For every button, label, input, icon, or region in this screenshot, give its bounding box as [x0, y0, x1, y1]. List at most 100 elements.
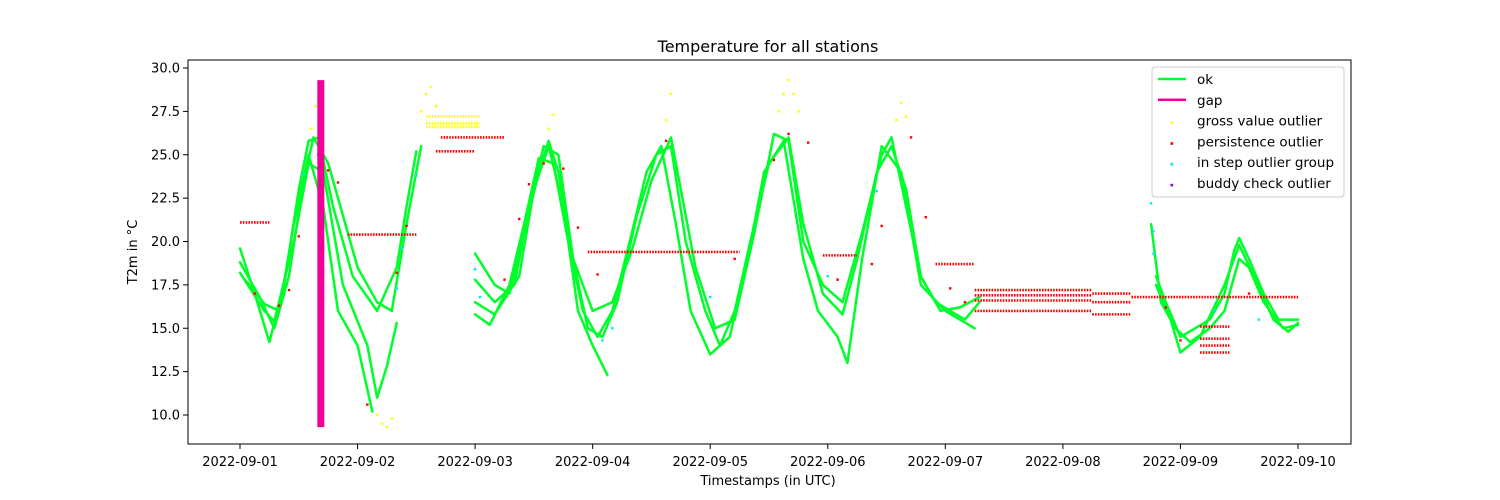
in-step-outlier-point	[709, 295, 712, 299]
persistence-outlier-point	[527, 183, 531, 186]
ok-line-4	[243, 153, 374, 413]
gross-value-outlier-point	[429, 85, 433, 89]
ok-line-11	[1154, 243, 1300, 354]
in-step-outlier-point	[473, 268, 477, 271]
in-step-outlier-point	[302, 172, 305, 176]
in-step-outlier-point	[478, 295, 482, 299]
plot-frame	[187, 59, 1352, 445]
y-tick-label-25.0: 25.0	[151, 148, 180, 163]
gross-value-outlier-point	[895, 118, 898, 122]
persistence-outlier-point	[326, 169, 330, 172]
persistence-outlier-point	[405, 224, 408, 228]
persistence-outlier-point	[733, 257, 736, 261]
legend-label-gross-value-outlier: gross value outlier	[1197, 114, 1323, 130]
gross-value-outlier-point	[420, 110, 423, 113]
gross-value-outlier-point	[669, 92, 673, 96]
in-step-outlier-point	[1257, 318, 1261, 321]
y-tick-label-30.0: 30.0	[151, 62, 180, 77]
in-step-outlier-point	[400, 247, 403, 250]
x-tick-label-2022-09-01: 2022-09-01	[202, 455, 278, 470]
gross-value-outlier-point	[424, 92, 428, 96]
gross-value-outlier-point	[664, 118, 668, 122]
ok-line-5	[473, 132, 981, 330]
gross-value-outlier-point	[904, 115, 908, 118]
y-tick-label-10.0: 10.0	[151, 409, 180, 424]
gross-value-outlier-point	[375, 413, 379, 417]
persistence-outlier-point	[576, 226, 580, 229]
y-axis: 10.0 12.5 15.0 17.5 20.0 22.5 25.0 27.5 30.0	[151, 62, 188, 424]
persistence-outlier-point	[1164, 306, 1167, 309]
persistence-outlier-point	[806, 141, 810, 144]
persistence-outlier-point	[253, 292, 256, 295]
in-step-outlier-point	[611, 327, 614, 330]
x-tick-label-2022-09-04: 2022-09-04	[555, 455, 631, 470]
in-step-outlier-point	[415, 174, 418, 177]
persistence-outlier-point	[1179, 339, 1182, 342]
in-step-outlier-point	[826, 275, 829, 278]
plot-data-layer	[238, 78, 1300, 429]
persistence-outlier-point	[963, 301, 967, 304]
legend-label-in-step-outlier-group: in step outlier group	[1197, 155, 1334, 171]
in-step-outlier-point	[1152, 229, 1155, 233]
persistence-outlier-point	[562, 167, 565, 170]
persistence-outlier-point	[909, 136, 913, 139]
y-axis-title: T2m in °C	[126, 220, 141, 286]
gross-value-outlier-point	[777, 110, 780, 113]
gross-value-outlier-point	[792, 92, 795, 96]
persistence-outlier-point	[366, 403, 369, 406]
legend-label-ok: ok	[1197, 72, 1213, 88]
y-tick-label-27.5: 27.5	[151, 105, 180, 120]
legend-label-gap: gap	[1197, 93, 1222, 109]
persistence-outlier-point	[664, 139, 668, 143]
persistence-outlier-point	[542, 162, 545, 165]
persistence-outlier-point	[395, 271, 398, 274]
y-tick-label-12.5: 12.5	[151, 365, 180, 380]
legend-swatch-buddy-check-outlier	[1170, 183, 1174, 187]
x-axis-title: Timestamps (in UTC)	[699, 474, 835, 489]
in-step-outlier-point	[1152, 252, 1155, 255]
gross-value-outlier-point	[547, 127, 550, 130]
persistence-outlier-point	[870, 262, 874, 266]
persistence-outlier-point	[787, 132, 790, 136]
gross-value-outlier-point	[900, 101, 903, 104]
in-step-outlier-point	[601, 339, 604, 342]
in-step-outlier-point	[1149, 202, 1153, 205]
persistence-outlier-point	[336, 181, 340, 184]
x-tick-label-2022-09-08: 2022-09-08	[1025, 455, 1101, 470]
persistence-outlier-point	[503, 278, 506, 281]
legend-box	[1151, 66, 1345, 198]
y-tick-label-22.5: 22.5	[151, 192, 180, 207]
gross-value-outlier-point	[782, 92, 785, 96]
persistence-outlier-point	[772, 158, 776, 162]
persistence-outlier-point	[880, 224, 883, 228]
persistence-outlier-point	[949, 287, 952, 290]
persistence-outlier-point	[596, 273, 599, 276]
ok-line-8	[473, 139, 976, 365]
persistence-outlier-point	[924, 216, 927, 219]
y-tick-label-15.0: 15.0	[151, 322, 180, 337]
gross-value-outlier-point	[434, 104, 438, 108]
x-tick-label-2022-09-02: 2022-09-02	[320, 455, 396, 470]
gross-value-outlier-point	[390, 417, 394, 420]
persistence-outlier-point	[517, 217, 521, 221]
x-tick-label-2022-09-10: 2022-09-10	[1260, 455, 1336, 470]
persistence-outlier-point	[836, 278, 839, 281]
ok-line-7	[473, 144, 609, 377]
persistence-outlier-point	[277, 304, 281, 307]
gross-value-outlier-point	[314, 104, 318, 108]
persistence-outlier-point	[287, 288, 291, 292]
legend-label-persistence-outlier: persistence outlier	[1197, 134, 1323, 150]
in-step-outlier-point	[1213, 309, 1216, 313]
legend-swatch-in-step-outlier-group	[1170, 163, 1174, 166]
legend: ok gap gross value outlier persistence outl…	[1151, 66, 1345, 198]
x-tick-label-2022-09-06: 2022-09-06	[790, 455, 866, 470]
y-tick-label-20.0: 20.0	[151, 235, 180, 250]
gross-value-outlier-point	[787, 78, 790, 82]
legend-label-buddy-check-outlier: buddy check outlier	[1197, 176, 1331, 192]
x-tick-label-2022-09-05: 2022-09-05	[672, 455, 748, 470]
gap-bar-1	[317, 80, 325, 428]
legend-swatch-gross-value-outlier	[1170, 121, 1174, 124]
gross-value-outlier-point	[309, 127, 313, 130]
persistence-outlier-point	[297, 235, 300, 238]
